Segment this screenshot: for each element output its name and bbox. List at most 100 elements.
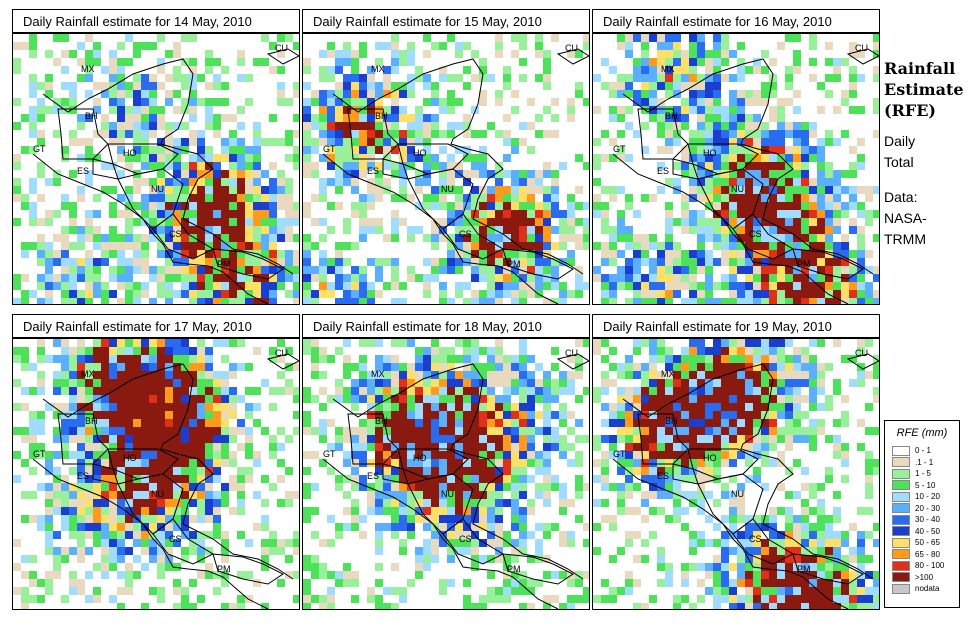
rain-cell — [109, 290, 117, 298]
rain-cell — [141, 347, 149, 355]
rain-cell — [471, 379, 479, 387]
rain-cell — [697, 130, 705, 138]
rain-cell — [157, 435, 165, 443]
rain-cell — [551, 571, 559, 579]
rain-cell — [519, 266, 527, 274]
rain-cell — [873, 467, 879, 475]
rain-cell — [269, 250, 277, 258]
rain-cell — [463, 66, 471, 74]
rain-cell — [559, 234, 567, 242]
rain-cell — [713, 523, 721, 531]
rain-cell — [567, 387, 575, 395]
rain-cell — [359, 419, 367, 427]
rain-cell — [503, 170, 511, 178]
rain-cell — [753, 298, 761, 304]
rain-cell — [213, 515, 221, 523]
rain-cell — [785, 339, 793, 347]
rain-cell — [479, 515, 487, 523]
rain-cell — [593, 499, 601, 507]
rain-cell — [391, 218, 399, 226]
rain-cell — [471, 371, 479, 379]
rain-cell — [849, 290, 857, 298]
rain-cell — [327, 603, 335, 609]
rain-cell — [189, 258, 197, 266]
rain-cell — [817, 186, 825, 194]
rain-cell — [487, 355, 495, 363]
rain-cell — [479, 242, 487, 250]
rain-cell — [689, 563, 697, 571]
rain-cell — [351, 242, 359, 250]
rain-cell — [673, 82, 681, 90]
rain-cell — [463, 258, 471, 266]
rain-cell — [319, 130, 327, 138]
rain-cell — [181, 347, 189, 355]
rain-cell — [833, 242, 841, 250]
rain-cell — [237, 58, 245, 66]
rainfall-grid — [13, 34, 299, 304]
rain-cell — [737, 579, 745, 587]
rain-cell — [327, 290, 335, 298]
rain-cell — [535, 282, 543, 290]
rain-cell — [745, 122, 753, 130]
rain-cell — [761, 579, 769, 587]
rain-cell — [285, 218, 293, 226]
rain-cell — [705, 154, 713, 162]
rain-cell — [85, 250, 93, 258]
rain-cell — [609, 298, 617, 304]
rain-cell — [431, 266, 439, 274]
rain-cell — [423, 82, 431, 90]
rain-cell — [737, 595, 745, 603]
rain-cell — [793, 66, 801, 74]
rain-cell — [407, 82, 415, 90]
rain-cell — [487, 539, 495, 547]
rain-cell — [351, 170, 359, 178]
rain-cell — [69, 451, 77, 459]
rain-cell — [439, 499, 447, 507]
rain-cell — [303, 298, 311, 304]
rain-cell — [761, 218, 769, 226]
rain-cell — [319, 427, 327, 435]
rain-cell — [857, 226, 865, 234]
rain-cell — [93, 451, 101, 459]
rain-cell — [601, 475, 609, 483]
rain-cell — [857, 539, 865, 547]
rain-cell — [705, 539, 713, 547]
rain-cell — [777, 555, 785, 563]
rain-cell — [681, 122, 689, 130]
rain-cell — [205, 467, 213, 475]
rain-cell — [245, 258, 253, 266]
rain-cell — [37, 595, 45, 603]
rain-cell — [351, 114, 359, 122]
rain-cell — [681, 74, 689, 82]
rain-cell — [351, 467, 359, 475]
rain-cell — [487, 122, 495, 130]
country-label-cs: CS — [749, 534, 762, 544]
rain-cell — [641, 387, 649, 395]
rain-cell — [125, 162, 133, 170]
rain-cell — [785, 579, 793, 587]
rain-cell — [527, 403, 535, 411]
rain-cell — [205, 122, 213, 130]
rain-cell — [729, 170, 737, 178]
rain-cell — [197, 290, 205, 298]
rain-cell — [737, 347, 745, 355]
rain-cell — [37, 258, 45, 266]
rain-cell — [261, 202, 269, 210]
rain-cell — [665, 435, 673, 443]
rain-cell — [335, 531, 343, 539]
rain-cell — [721, 130, 729, 138]
rain-cell — [383, 258, 391, 266]
rain-cell — [77, 539, 85, 547]
rain-cell — [633, 427, 641, 435]
rain-cell — [101, 539, 109, 547]
rain-cell — [825, 587, 833, 595]
rain-cell — [543, 58, 551, 66]
country-border — [697, 473, 764, 535]
rain-cell — [447, 435, 455, 443]
rain-cell — [665, 395, 673, 403]
legend-row: .1 - 1 — [892, 457, 959, 469]
rain-cell — [833, 266, 841, 274]
rain-cell — [455, 42, 463, 50]
rain-cell — [85, 50, 93, 58]
